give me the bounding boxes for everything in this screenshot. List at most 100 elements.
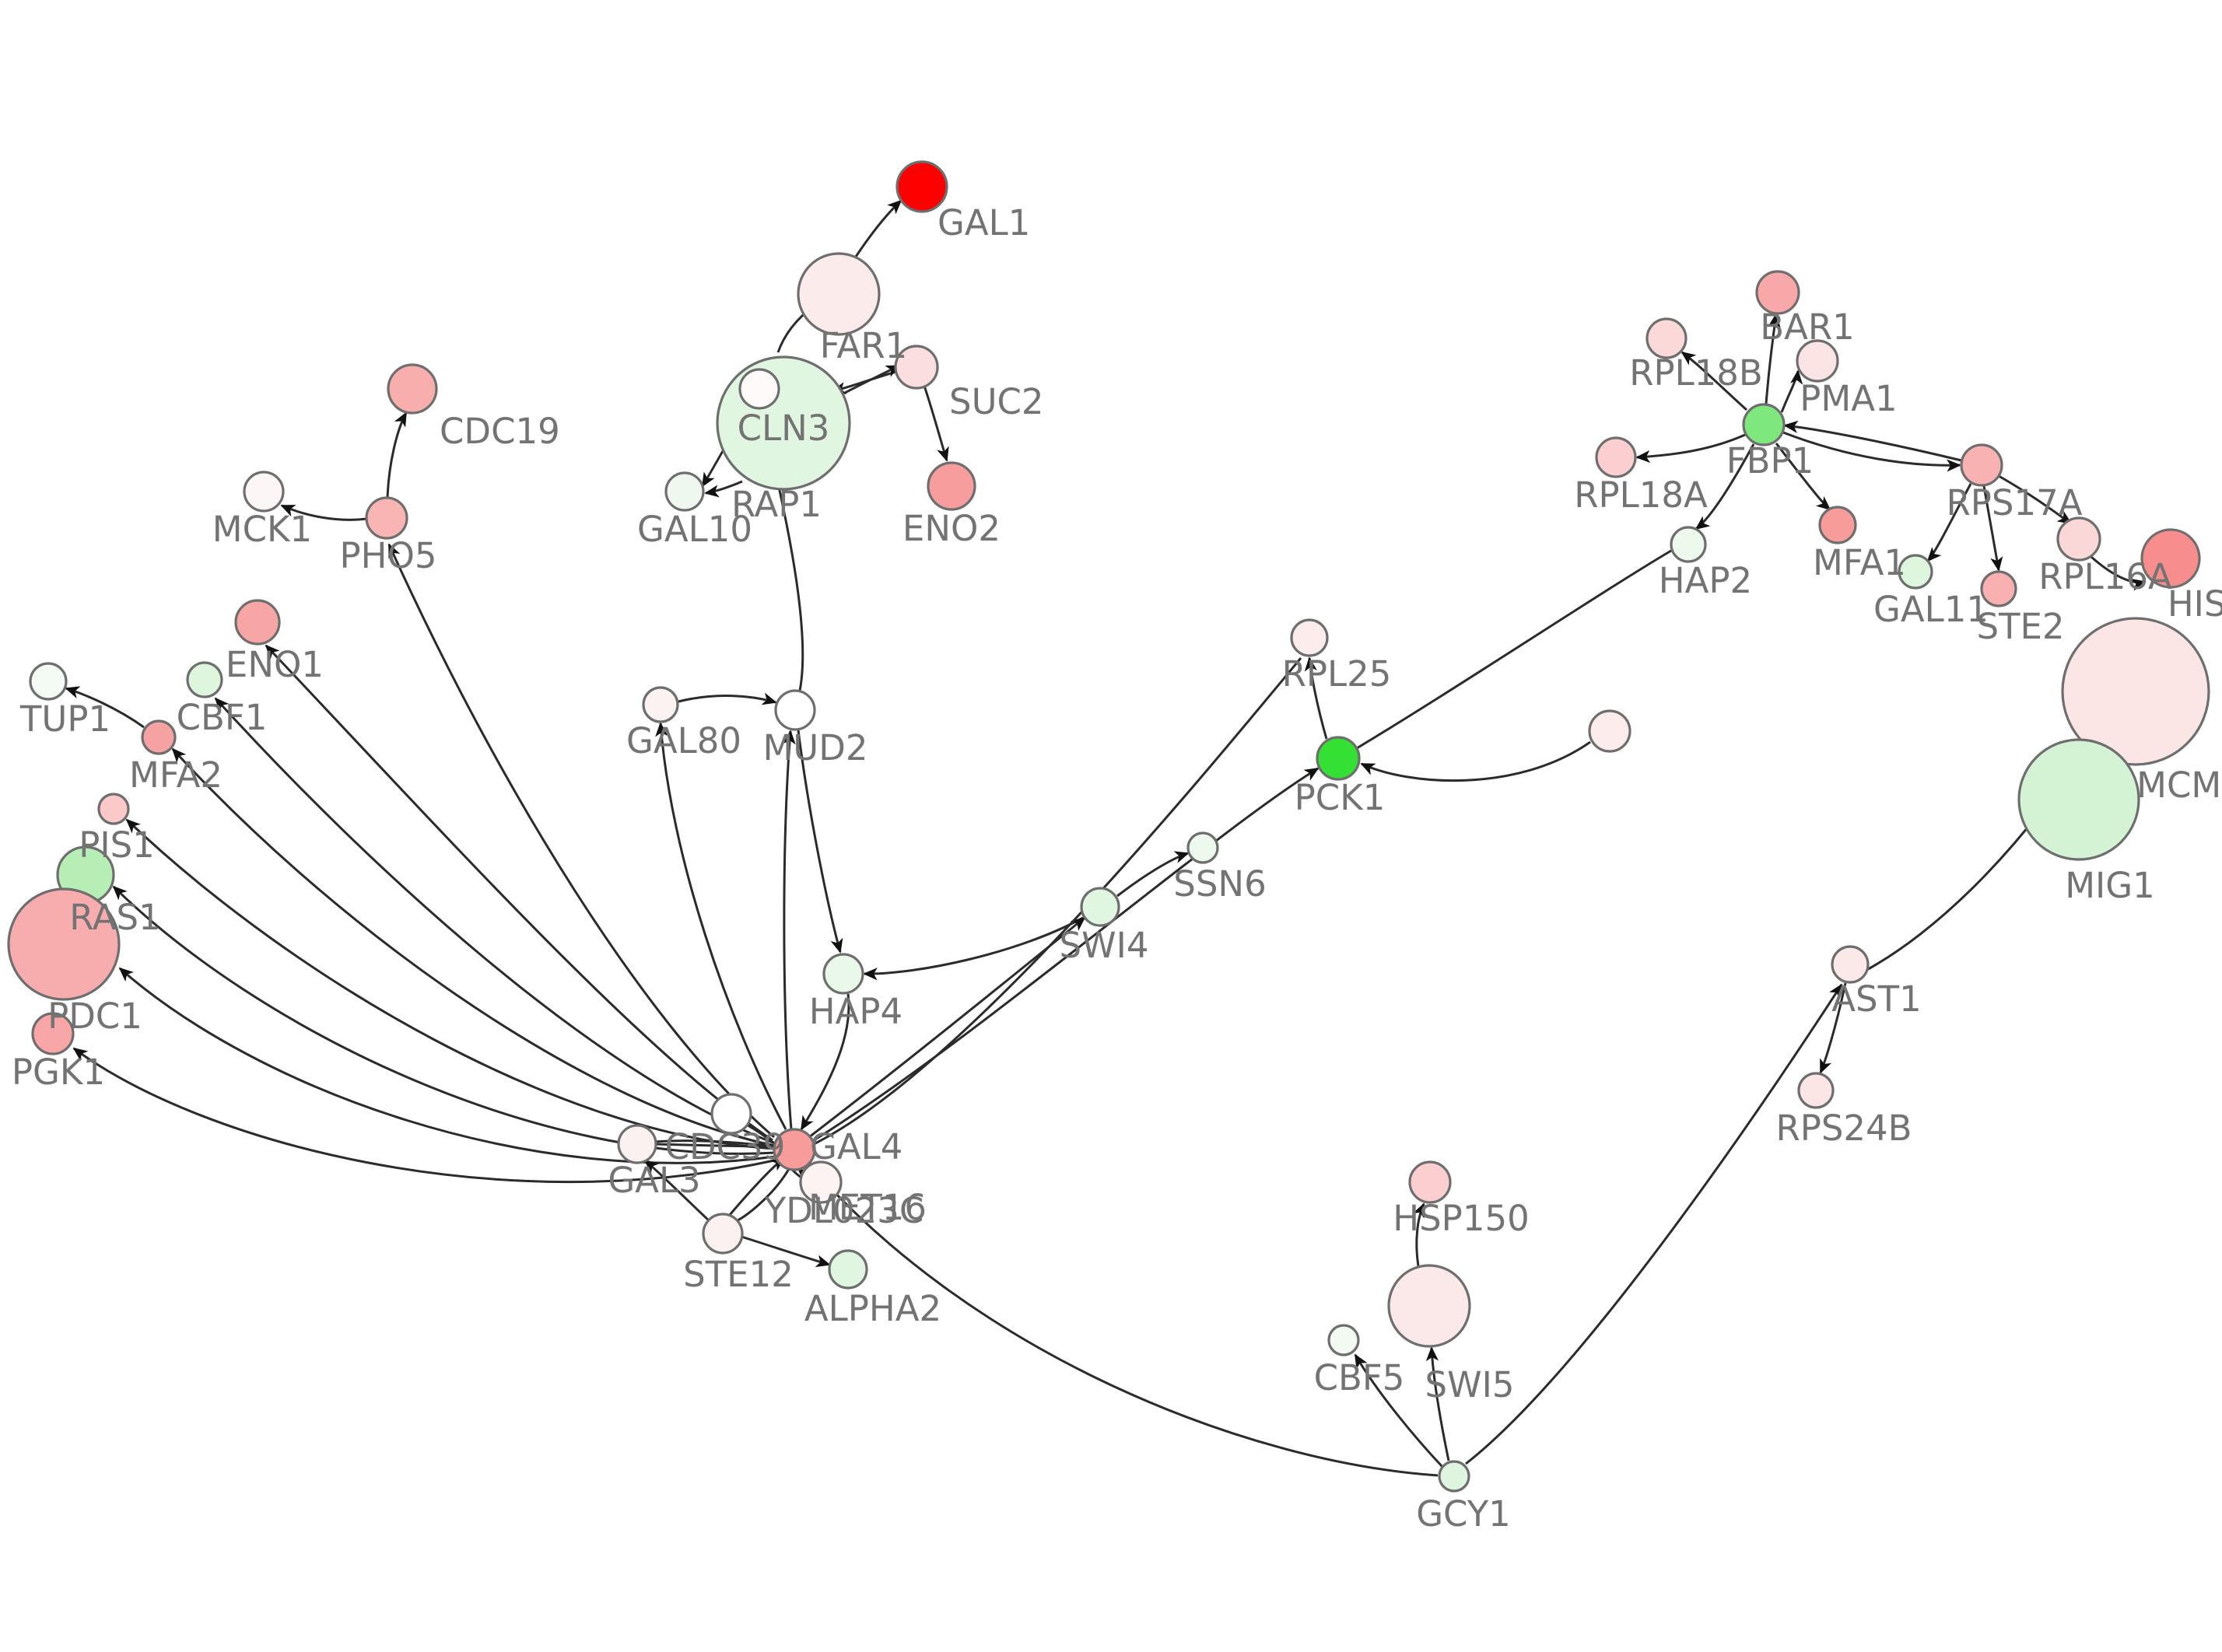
edge-gal4-to-pgk1: [72, 1047, 775, 1184]
node-gal1[interactable]: [895, 160, 948, 213]
edge-far1-to-gal1: [854, 199, 902, 257]
node-label-gcy1: GCY1: [1416, 1493, 1511, 1535]
node-mcm1[interactable]: [2061, 617, 2210, 766]
node-ste12[interactable]: [702, 1213, 744, 1255]
node-suc2[interactable]: [894, 345, 939, 390]
node-mfa1[interactable]: [1818, 506, 1857, 544]
node-tup1[interactable]: [29, 662, 68, 701]
node-label-mfa1: MFA1: [1813, 542, 1906, 583]
edge-fbp1-to-rps17a: [1782, 431, 1961, 472]
edge-gal4-to-pdc1: [118, 967, 776, 1164]
node-hsp150[interactable]: [1408, 1160, 1452, 1204]
edge-gal4-to-cbf1: [214, 697, 776, 1145]
node-far1[interactable]: [797, 252, 881, 336]
edge-ste12-to-gal3: [643, 1159, 711, 1223]
node-fbp1[interactable]: [1742, 403, 1786, 446]
node-pma1[interactable]: [1796, 339, 1839, 383]
edge-rps17a-to-gal11: [1926, 483, 1972, 562]
edge-gal3-to-gal4: [654, 1139, 776, 1148]
node-ste2[interactable]: [1980, 570, 2017, 607]
edge-mud2-to-hap4: [797, 730, 843, 954]
node-ssn6[interactable]: [1186, 831, 1219, 864]
node-label-pho5: PHO5: [339, 535, 436, 576]
node-ast1[interactable]: [1831, 945, 1870, 984]
node-pho5[interactable]: [365, 496, 408, 540]
node-label-mud2: MUD2: [762, 727, 867, 768]
node-label-ydl023c: YDL023C: [764, 1190, 924, 1231]
node-rpl25[interactable]: [1290, 618, 1329, 657]
node-swi5[interactable]: [1387, 1264, 1471, 1348]
node-gal11[interactable]: [1898, 554, 1933, 590]
node-mig1[interactable]: [2017, 738, 2140, 861]
node-label-gal10: GAL10: [637, 509, 752, 550]
edge-rpl16a-to-his4: [2091, 555, 2147, 591]
edge-cln3-to-suc2: [844, 364, 901, 394]
node-label-mfa2: MFA2: [129, 754, 223, 796]
node-bar1[interactable]: [1755, 270, 1800, 315]
node-label-ast1: AST1: [1831, 978, 1921, 1020]
edge-gal4-to-mud2: [783, 730, 796, 1130]
edge-rps17a-to-fbp1: [1783, 420, 1962, 462]
node-rpl18b[interactable]: [1645, 317, 1688, 359]
node-label-pdc1: PDC1: [47, 996, 142, 1037]
node-gal4[interactable]: [773, 1128, 816, 1171]
node-unl1[interactable]: [1588, 709, 1631, 753]
node-eno2[interactable]: [927, 461, 976, 511]
node-pdc1[interactable]: [7, 887, 121, 1001]
edge-mfa2-to-tup1: [65, 686, 145, 729]
node-label-far1: FAR1: [820, 325, 907, 366]
node-label-pma1: PMA1: [1800, 378, 1897, 419]
edge-gal4-to-gcy1: [806, 1162, 1439, 1477]
edge-unl1-to-pck1: [1360, 740, 1591, 782]
node-gal3[interactable]: [617, 1124, 657, 1164]
edge-swi4-to-ssn6: [1116, 851, 1190, 898]
edge-gal4-to-gal3: [656, 1143, 775, 1148]
node-label-cdc39: CDC39: [665, 1126, 786, 1167]
edge-gal4-to-gal80: [655, 722, 787, 1130]
edge-fbp1-to-hap2: [1695, 443, 1755, 530]
node-label-hap4: HAP4: [809, 991, 902, 1032]
node-ydl023c[interactable]: [799, 1160, 843, 1204]
node-cdc39[interactable]: [710, 1093, 752, 1135]
node-pis1[interactable]: [97, 793, 130, 825]
node-hap2[interactable]: [1670, 526, 1707, 563]
node-label-hsp150: HSP150: [1393, 1198, 1529, 1239]
node-cbf1[interactable]: [186, 661, 223, 698]
node-alpha2[interactable]: [828, 1249, 868, 1290]
node-cdc19[interactable]: [387, 363, 438, 415]
node-label-pgk1: PGK1: [12, 1052, 105, 1093]
edge-pho5-to-mck1: [280, 504, 368, 521]
node-hap4[interactable]: [822, 953, 864, 995]
node-label-rpl16a: RPL16A: [2038, 556, 2172, 597]
node-rpl18a[interactable]: [1595, 436, 1637, 478]
node-rps17a[interactable]: [1960, 443, 2003, 487]
node-rap1[interactable]: [738, 368, 780, 410]
node-cbf5[interactable]: [1327, 1324, 1360, 1356]
node-gal10[interactable]: [664, 471, 705, 512]
node-swi4[interactable]: [1080, 887, 1120, 927]
nodes-layer: [7, 160, 2210, 1493]
node-his4[interactable]: [2140, 528, 2201, 589]
edge-ste12-to-alpha2: [741, 1235, 831, 1268]
node-label-pck1: PCK1: [1295, 777, 1386, 818]
node-rps24b[interactable]: [1797, 1072, 1835, 1109]
node-rpl16a[interactable]: [2056, 516, 2101, 562]
edge-gal4-to-pho5: [387, 543, 775, 1139]
node-mfa2[interactable]: [141, 719, 177, 755]
node-pgk1[interactable]: [31, 1012, 75, 1055]
node-label-gal4: GAL4: [810, 1126, 902, 1167]
node-mud2[interactable]: [774, 689, 816, 731]
node-gal80[interactable]: [642, 686, 679, 723]
edge-fbp1-to-rpl18a: [1635, 433, 1746, 464]
node-label-hap2: HAP2: [1659, 560, 1752, 601]
node-gcy1[interactable]: [1438, 1460, 1470, 1493]
node-pck1[interactable]: [1316, 736, 1361, 781]
node-eno1[interactable]: [234, 599, 281, 646]
node-label-rpl18a: RPL18A: [1574, 474, 1708, 516]
node-label-eno2: ENO2: [902, 508, 1001, 549]
node-mck1[interactable]: [243, 471, 285, 513]
node-label-cln3: CLN3: [738, 408, 830, 449]
node-label-mck1: MCK1: [212, 509, 312, 550]
node-label-swi4: SWI4: [1060, 925, 1149, 966]
